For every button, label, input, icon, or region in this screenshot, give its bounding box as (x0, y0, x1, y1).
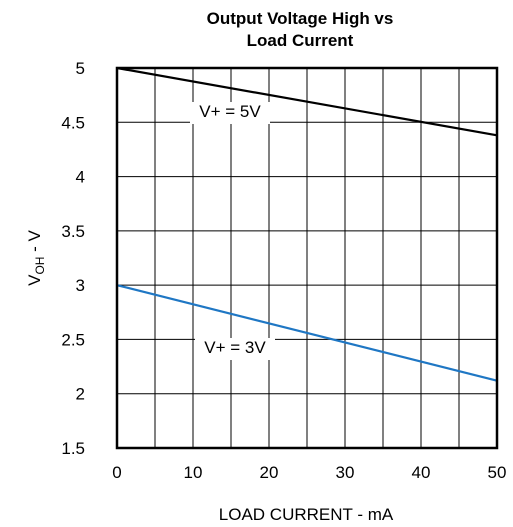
series-line-2 (116, 284, 498, 382)
chart-title-line-2: Load Current (247, 31, 354, 50)
x-tick-label: 40 (412, 463, 431, 482)
plot-frame (115, 66, 499, 450)
y-axis-label-main: V (25, 274, 44, 286)
y-tick-label: 3.5 (61, 222, 85, 241)
x-axis-label: LOAD CURRENT - mA (219, 505, 394, 524)
y-axis-label-subscript: OH (33, 257, 47, 275)
x-tick-label: 20 (260, 463, 279, 482)
y-tick-label: 2.5 (61, 330, 85, 349)
y-tick-labels: 5 4.5 4 3.5 3 2.5 2 1.5 (61, 59, 85, 458)
chart-title-line-1: Output Voltage High vs (207, 9, 394, 28)
x-tick-label: 30 (336, 463, 355, 482)
y-tick-label: 2 (76, 385, 85, 404)
x-tick-label: 50 (488, 463, 507, 482)
series-line-1 (116, 66, 498, 137)
series-label-background (195, 338, 275, 360)
y-tick-label: 5 (76, 59, 85, 78)
y-tick-label: 4.5 (61, 113, 85, 132)
x-tick-labels: 0 10 20 30 40 50 (112, 463, 506, 482)
grid-lines (117, 68, 497, 448)
y-axis-label: VOH - V (25, 229, 47, 285)
series-lines (116, 66, 498, 382)
series-labels: V+ = 5V V+ = 3V (190, 102, 275, 360)
y-tick-label: 4 (76, 168, 85, 187)
y-tick-label: 1.5 (61, 439, 85, 458)
series-label-background (190, 102, 270, 124)
y-axis-label-suffix: - V (25, 229, 44, 256)
x-tick-label: 10 (184, 463, 203, 482)
x-tick-label: 0 (112, 463, 121, 482)
series-label-2: V+ = 3V (204, 338, 266, 357)
y-tick-label: 3 (76, 276, 85, 295)
series-label-1: V+ = 5V (199, 102, 261, 121)
